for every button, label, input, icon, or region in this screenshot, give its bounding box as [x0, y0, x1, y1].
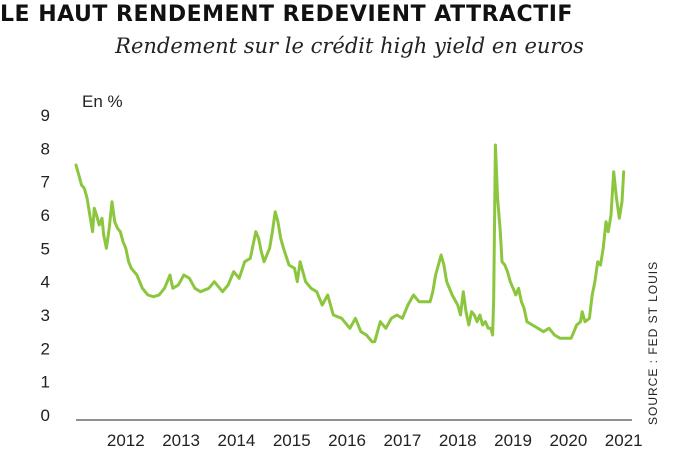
x-tick-label: 2021: [605, 431, 643, 450]
y-tick-label: 1: [41, 373, 50, 392]
y-axis-label: En %: [82, 92, 123, 111]
x-tick-label: 2017: [383, 431, 421, 450]
x-tick-label: 2020: [549, 431, 587, 450]
y-tick-label: 9: [41, 106, 50, 125]
y-tick-label: 4: [41, 273, 50, 292]
x-tick-label: 2016: [328, 431, 366, 450]
x-tick-label: 2019: [494, 431, 532, 450]
chart-subtitle: Rendement sur le crédit high yield en eu…: [115, 34, 584, 58]
series-lines: [74, 143, 626, 344]
y-tick-label: 2: [41, 339, 50, 358]
x-axis-ticks: 2012 2013 2014 2015 2016 2017 2018 2019 2020 2021: [107, 431, 643, 450]
x-tick-label: 2018: [439, 431, 477, 450]
y-tick-label: 3: [41, 306, 50, 325]
x-tick-label: 2013: [162, 431, 200, 450]
source-note: SOURCE : FED ST LOUIS: [646, 260, 660, 425]
y-tick-label: 5: [41, 239, 50, 258]
y-tick-label: 8: [41, 139, 50, 158]
x-tick-label: 2014: [218, 431, 256, 450]
series-line: [74, 143, 626, 344]
y-tick-label: 6: [41, 206, 50, 225]
y-tick-label: 0: [41, 406, 50, 425]
y-axis-ticks: 0 1 2 3 4 5 6 7 8 9: [41, 106, 50, 425]
x-tick-label: 2012: [107, 431, 145, 450]
y-tick-label: 7: [41, 173, 50, 192]
chart-title: LE HAUT RENDEMENT REDEVIENT ATTRACTIF: [0, 2, 573, 27]
x-tick-label: 2015: [273, 431, 311, 450]
